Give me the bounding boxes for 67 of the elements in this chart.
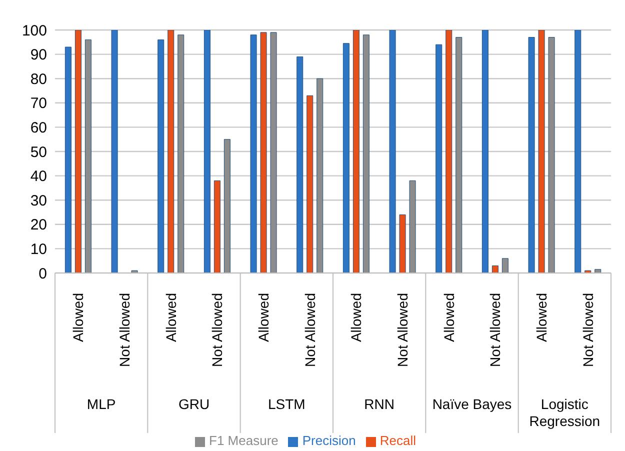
bar bbox=[446, 30, 452, 273]
y-tick-label: 60 bbox=[30, 120, 47, 137]
x-tick-label: Allowed bbox=[256, 293, 272, 342]
y-tick-label: 70 bbox=[30, 95, 47, 112]
x-tick-label: Allowed bbox=[534, 293, 550, 342]
y-tick-label: 90 bbox=[30, 46, 47, 64]
bar bbox=[260, 32, 267, 273]
y-tick-label: 50 bbox=[30, 144, 47, 161]
y-tick-label: 20 bbox=[30, 216, 47, 234]
bar bbox=[436, 44, 442, 273]
text: GRU bbox=[178, 396, 210, 412]
bar bbox=[492, 265, 498, 273]
bar bbox=[158, 39, 164, 273]
x-tick-label: Not Allowed bbox=[302, 293, 318, 367]
bar bbox=[131, 270, 138, 273]
bar bbox=[74, 30, 82, 273]
x-tick-label: Not Allowed bbox=[209, 293, 226, 367]
x-tick-label: Allowed bbox=[348, 293, 364, 342]
bar bbox=[342, 43, 350, 273]
bar bbox=[64, 46, 72, 273]
x-tick-label: Allowed bbox=[162, 293, 179, 342]
bar bbox=[528, 37, 535, 273]
bar bbox=[482, 30, 488, 273]
x-tick-label: Allowed bbox=[70, 293, 86, 342]
x-tick-label: Not Allowed bbox=[394, 293, 410, 367]
bar bbox=[214, 180, 220, 273]
bar bbox=[224, 139, 230, 273]
legend-label: F1 Measure bbox=[209, 433, 278, 448]
x-tick-label: Allowed bbox=[440, 293, 457, 342]
x-tick-label: Not Allowed bbox=[580, 293, 596, 367]
legend-label: Precision bbox=[302, 433, 356, 448]
y-tick-label: 30 bbox=[30, 192, 47, 210]
bar bbox=[538, 30, 545, 273]
y-tick-label: 10 bbox=[30, 241, 47, 258]
bar bbox=[548, 37, 555, 273]
y-tick-label: 0 bbox=[38, 265, 47, 282]
text: MLP bbox=[86, 396, 116, 412]
bar bbox=[168, 30, 174, 273]
bar bbox=[456, 37, 462, 273]
bar bbox=[352, 30, 360, 273]
bar bbox=[399, 214, 406, 273]
bar bbox=[84, 39, 92, 273]
x-tick-label: Not Allowed bbox=[116, 293, 132, 367]
bar bbox=[389, 30, 396, 273]
bar bbox=[111, 30, 118, 273]
y-tick-label: 100 bbox=[22, 22, 47, 40]
bar bbox=[584, 270, 592, 273]
legend-label: Recall bbox=[380, 433, 416, 448]
bar bbox=[574, 30, 582, 273]
bar bbox=[409, 180, 416, 273]
x-tick-label: Not Allowed bbox=[487, 293, 504, 367]
y-tick-label: 40 bbox=[30, 168, 47, 186]
bar bbox=[316, 78, 324, 273]
bar bbox=[296, 56, 304, 273]
y-tick-label: 80 bbox=[30, 70, 47, 88]
bar bbox=[594, 269, 602, 273]
bar bbox=[362, 34, 370, 273]
bar bbox=[178, 34, 184, 273]
bar bbox=[306, 95, 314, 273]
bar bbox=[270, 32, 277, 273]
bar bbox=[204, 30, 210, 273]
text: LSTM bbox=[268, 396, 306, 412]
text: RNN bbox=[364, 396, 395, 412]
bar bbox=[502, 258, 508, 273]
text: Naïve Bayes bbox=[432, 396, 512, 412]
text: Logistic Regression bbox=[529, 396, 600, 429]
bar bbox=[250, 34, 257, 273]
